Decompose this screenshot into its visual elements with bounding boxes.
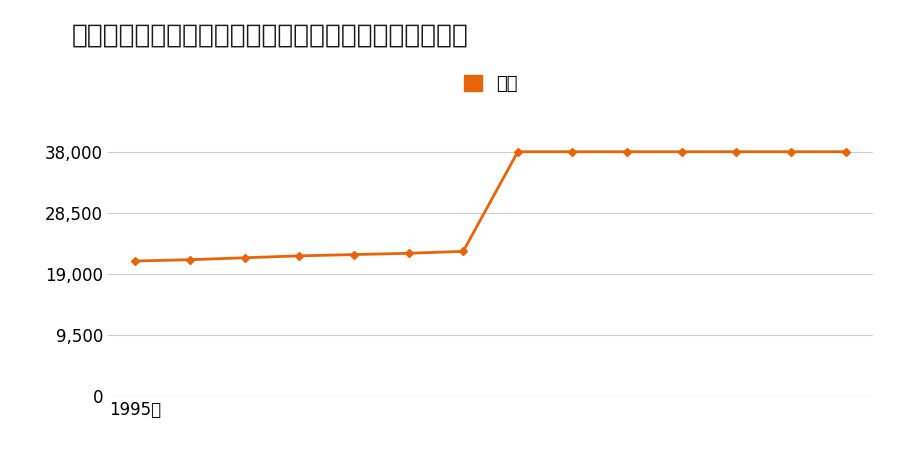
Legend: 価格: 価格 [456, 68, 525, 100]
価格 [294, 253, 305, 259]
価格 [130, 258, 140, 264]
価格 [239, 255, 250, 261]
価格 [184, 257, 195, 262]
価格 [348, 252, 359, 257]
価格 [786, 149, 796, 154]
価格 [403, 251, 414, 256]
価格 [677, 149, 688, 154]
Text: 愛媛県東宇和郡宇和町大字れんげ９８０番４の地価推移: 愛媛県東宇和郡宇和町大字れんげ９８０番４の地価推移 [72, 22, 469, 49]
価格 [512, 149, 523, 154]
価格 [622, 149, 633, 154]
Line: 価格: 価格 [132, 149, 849, 264]
価格 [458, 249, 469, 254]
価格 [841, 149, 851, 154]
価格 [731, 149, 742, 154]
価格 [567, 149, 578, 154]
